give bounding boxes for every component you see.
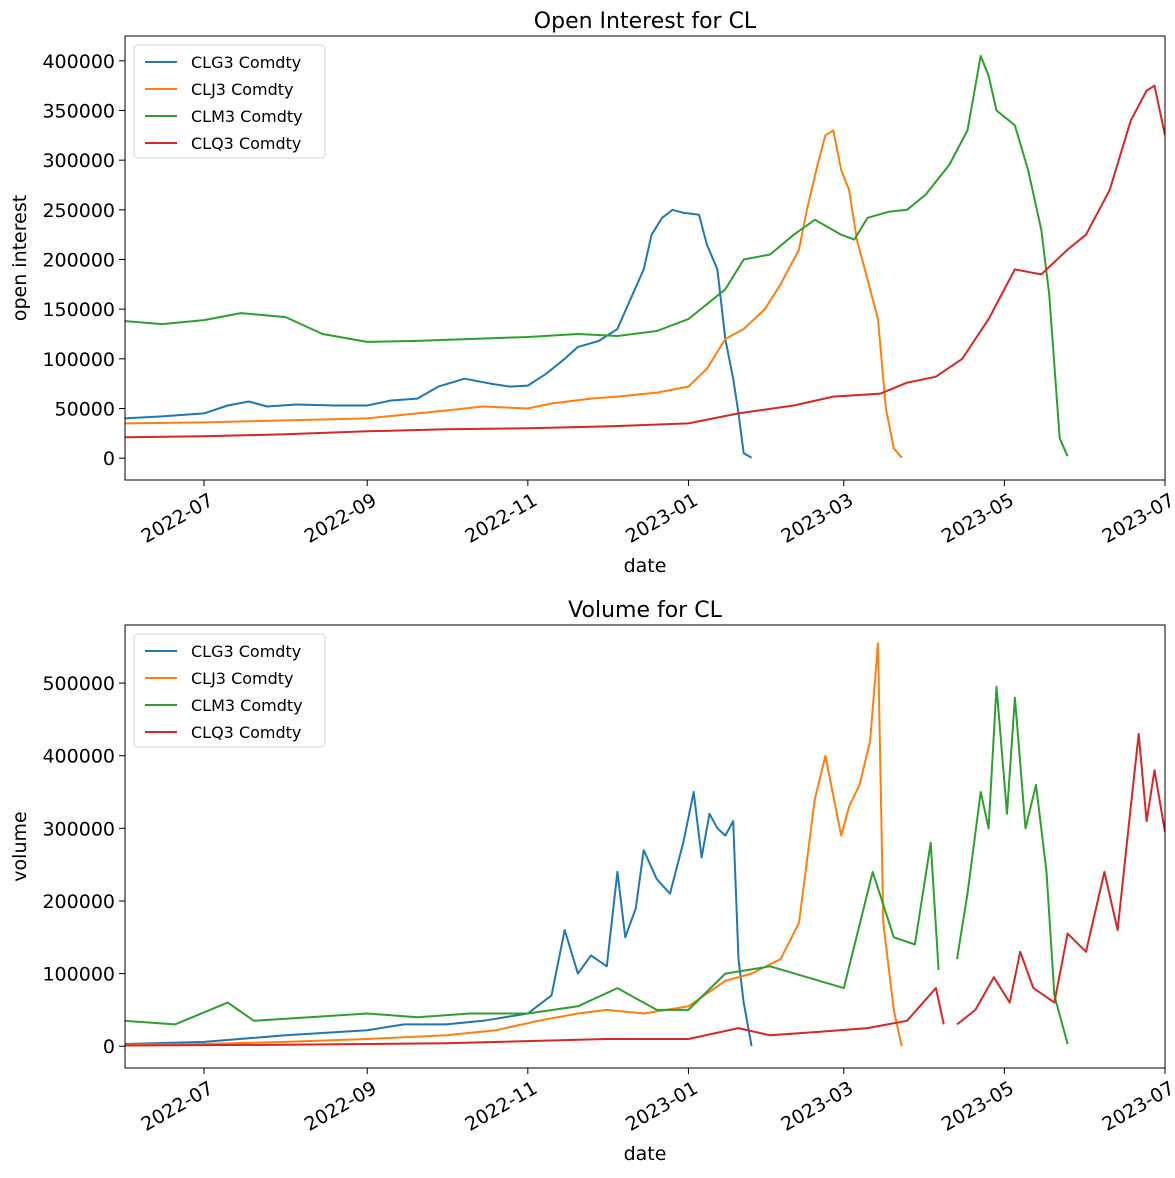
- y-tick-label: 250000: [42, 200, 115, 222]
- x-tick-label: 2022-07: [138, 1077, 218, 1136]
- y-tick-label: 400000: [42, 746, 115, 768]
- y-tick-label: 100000: [42, 964, 115, 986]
- x-tick-label: 2023-03: [777, 1077, 857, 1136]
- y-tick-label: 200000: [42, 249, 115, 271]
- y-tick-label: 50000: [55, 398, 115, 420]
- series-line-clg3-comdty: [125, 208, 753, 459]
- x-tick-label: 2023-01: [622, 1077, 702, 1136]
- legend: CLG3 Comdty CLJ3 Comdty CLM3 Comdty CLQ3 Co…: [133, 633, 326, 748]
- legend-label: CLJ3 Comdty: [191, 80, 294, 99]
- legend-label: CLG3 Comdty: [191, 53, 301, 72]
- y-tick-label: 400000: [42, 51, 115, 73]
- series-line-clj3-comdty: [125, 642, 903, 1047]
- legend-label: CLJ3 Comdty: [191, 669, 294, 688]
- chart-panel-0: 0 50000 100000 150000 200000 250000 300000 3500…: [9, 9, 1175, 577]
- series-line-clq3-comdty: [125, 732, 1165, 1047]
- chart-title: Volume for CL: [568, 598, 722, 623]
- x-tick-label: 2023-07: [1099, 1077, 1175, 1136]
- series-line-clm3-comdty: [125, 54, 1069, 457]
- x-tick-label: 2023-05: [938, 489, 1018, 548]
- x-tick-label: 2022-11: [461, 489, 541, 548]
- y-tick-label: 0: [103, 1036, 115, 1058]
- y-axis-label: volume: [9, 811, 31, 881]
- x-tick-label: 2022-07: [138, 489, 218, 548]
- y-tick-label: 500000: [42, 673, 115, 695]
- x-axis-label: date: [624, 1143, 667, 1165]
- y-tick-label: 100000: [42, 349, 115, 371]
- legend-label: CLQ3 Comdty: [191, 134, 301, 153]
- legend-label: CLG3 Comdty: [191, 642, 301, 661]
- legend: CLG3 Comdty CLJ3 Comdty CLM3 Comdty CLQ3 Co…: [133, 44, 326, 159]
- y-tick-label: 0: [103, 448, 115, 470]
- y-tick-label: 300000: [42, 818, 115, 840]
- x-tick-label: 2022-09: [301, 489, 381, 548]
- series-line-clm3-comdty: [125, 685, 1069, 1045]
- x-tick-label: 2022-11: [461, 1077, 541, 1136]
- y-tick-label: 350000: [42, 100, 115, 122]
- series-line-clq3-comdty: [125, 84, 1165, 439]
- x-tick-label: 2023-05: [938, 1077, 1018, 1136]
- y-tick-label: 200000: [42, 891, 115, 913]
- y-tick-label: 150000: [42, 299, 115, 321]
- y-tick-label: 300000: [42, 150, 115, 172]
- y-axis-label: open interest: [9, 195, 31, 321]
- x-tick-label: 2023-07: [1099, 489, 1175, 548]
- chart-title: Open Interest for CL: [534, 9, 757, 34]
- series-line-clg3-comdty: [125, 791, 753, 1047]
- x-tick-label: 2022-09: [301, 1077, 381, 1136]
- plot-frame: [124, 624, 1166, 1069]
- legend-label: CLM3 Comdty: [191, 107, 303, 126]
- legend-label: CLM3 Comdty: [191, 696, 303, 715]
- series-line-clj3-comdty: [125, 129, 903, 459]
- x-tick-label: 2023-03: [777, 489, 857, 548]
- chart-panel-1: 0 100000 200000 300000 400000 500000 2022-07 20…: [9, 598, 1175, 1165]
- x-axis-label: date: [624, 555, 667, 577]
- plot-frame: [124, 35, 1166, 481]
- legend-label: CLQ3 Comdty: [191, 723, 301, 742]
- x-tick-label: 2023-01: [622, 489, 702, 548]
